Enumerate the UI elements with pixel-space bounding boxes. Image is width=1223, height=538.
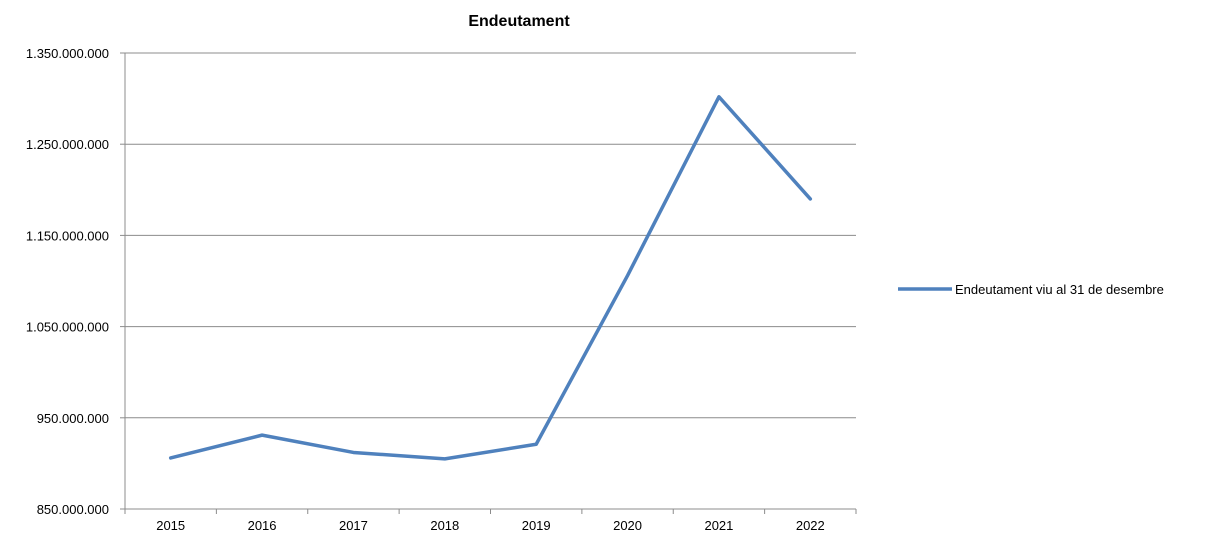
x-tick-label: 2017	[339, 518, 368, 533]
x-tick-label: 2019	[522, 518, 551, 533]
x-axis-ticks: 2015 2016 2017 2018 2019 2020 2021 2022	[156, 518, 825, 533]
x-tick-label: 2022	[796, 518, 825, 533]
data-point	[259, 432, 265, 438]
axes	[120, 52, 857, 514]
legend-label: Endeutament viu al 31 de desembre	[955, 282, 1164, 297]
gridlines	[125, 52, 856, 419]
legend[interactable]: Endeutament viu al 31 de desembre	[898, 282, 1164, 297]
y-tick-label: 950.000.000	[37, 411, 109, 426]
y-tick-label: 1.250.000.000	[26, 137, 109, 152]
data-point	[807, 196, 813, 202]
y-tick-label: 1.050.000.000	[26, 320, 109, 335]
y-tick-label: 1.150.000.000	[26, 228, 109, 243]
data-point	[168, 455, 174, 461]
y-axis-ticks: 850.000.000 950.000.000 1.050.000.000 1.150…	[26, 46, 109, 517]
data-point	[716, 94, 722, 100]
y-tick-label: 850.000.000	[37, 502, 109, 517]
x-tick-label: 2018	[430, 518, 459, 533]
x-tick-label: 2020	[613, 518, 642, 533]
x-tick-label: 2021	[704, 518, 733, 533]
x-tick-label: 2015	[156, 518, 185, 533]
data-point	[533, 441, 539, 447]
data-point	[442, 456, 448, 462]
chart-title: Endeutament	[468, 13, 570, 30]
data-point	[625, 273, 631, 279]
x-tick-label: 2016	[248, 518, 277, 533]
series-line	[168, 95, 813, 461]
y-tick-label: 1.350.000.000	[26, 46, 109, 61]
data-point	[350, 449, 356, 455]
series-layer	[168, 94, 813, 462]
